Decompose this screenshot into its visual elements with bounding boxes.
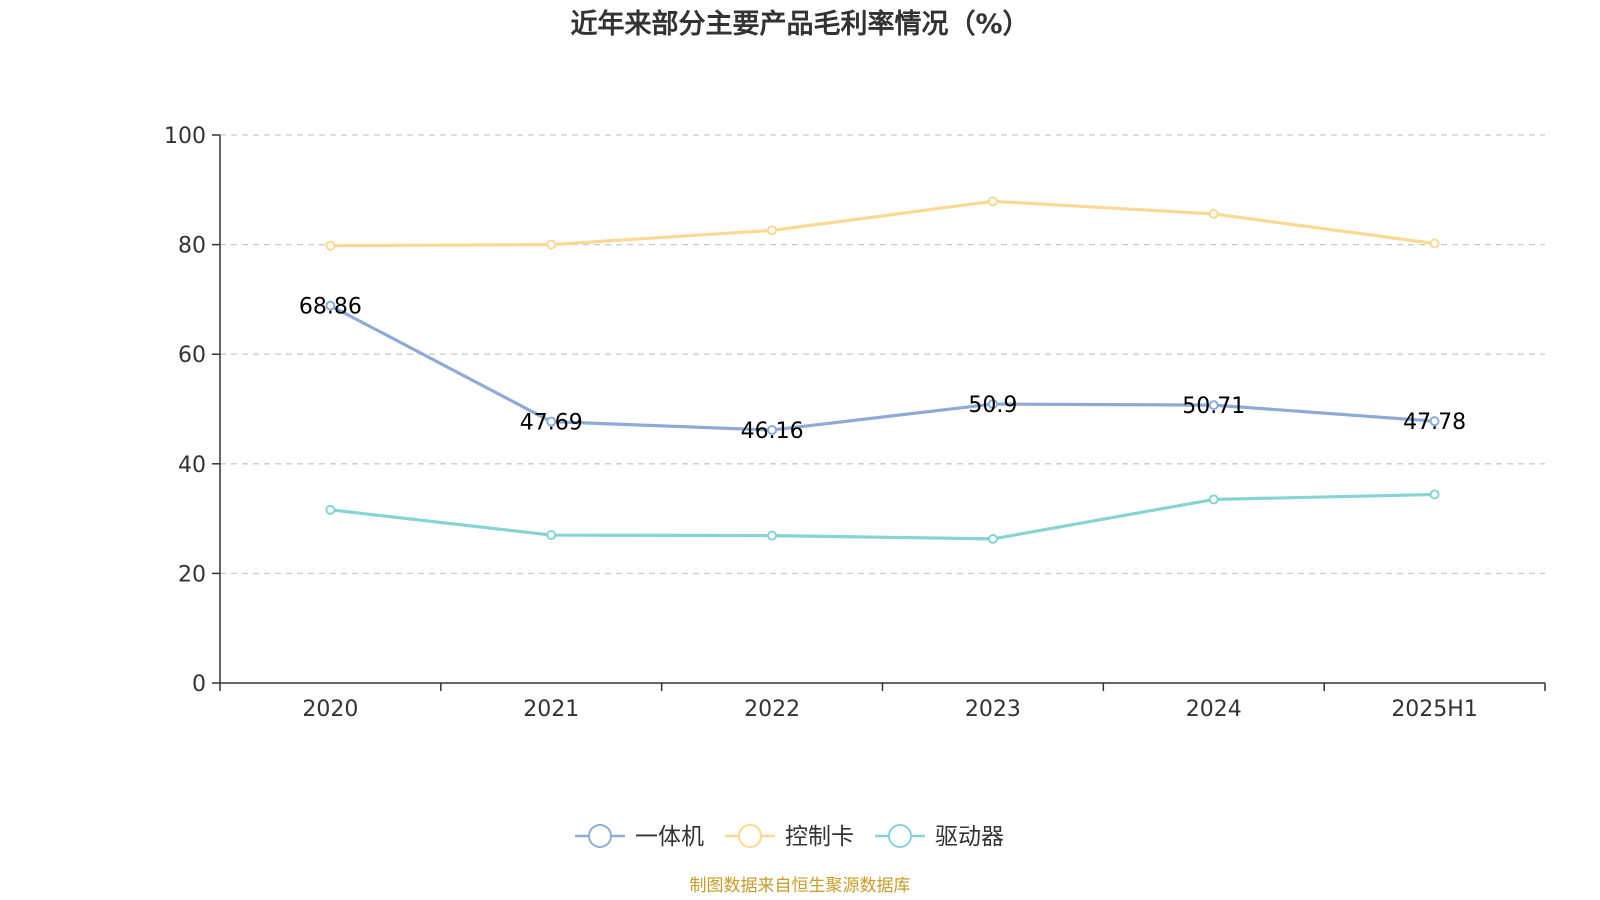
series-line-1 (328, 304, 1437, 432)
y-tick-label: 20 (178, 562, 206, 587)
data-label: 68.86 (299, 295, 362, 320)
legend-label: 一体机 (635, 824, 704, 850)
data-point (987, 196, 998, 207)
y-tick-label: 0 (192, 672, 206, 697)
x-tick-label: 2022 (744, 697, 800, 722)
y-tick-label: 40 (178, 453, 206, 478)
data-point (1208, 400, 1219, 411)
data-point (325, 240, 336, 251)
legend-marker-icon (588, 824, 612, 848)
x-tick-label: 2020 (302, 697, 358, 722)
data-label: 50.9 (968, 393, 1017, 418)
data-label: 47.69 (520, 411, 583, 436)
legend-marker-icon (738, 824, 762, 848)
legend[interactable]: 一体机 控制卡 驱动器 (575, 824, 1004, 850)
data-label: 50.71 (1182, 394, 1245, 419)
x-tick-label: 2024 (1186, 697, 1242, 722)
data-point (1429, 238, 1440, 249)
series-lines (325, 196, 1440, 544)
legend-marker-icon (888, 824, 912, 848)
data-point (1208, 494, 1219, 505)
data-point (987, 533, 998, 544)
data-point (325, 300, 336, 311)
data-point (325, 504, 336, 515)
y-tick-label: 60 (178, 343, 206, 368)
y-tick-label: 100 (164, 124, 206, 149)
axes: 0 20 40 60 80 100 2020 2021 2022 2023 2024 2025H1 (164, 124, 1546, 722)
source-note: 制图数据来自恒生聚源数据库 (690, 876, 911, 896)
data-label: 47.78 (1403, 410, 1466, 435)
data-point (987, 399, 998, 410)
data-label: 46.16 (741, 419, 804, 444)
legend-item-2[interactable]: 控制卡 (725, 824, 854, 850)
chart-title: 近年来部分主要产品毛利率情况（%） (570, 8, 1029, 40)
data-point (1429, 416, 1440, 427)
grid-lines (220, 134, 1545, 575)
legend-label: 驱动器 (935, 824, 1004, 850)
data-point (546, 239, 557, 250)
legend-label: 控制卡 (785, 824, 854, 850)
data-labels: 68.86 47.69 46.16 50.9 50.71 47.78 (299, 295, 1466, 444)
x-tick-label: 2023 (965, 697, 1021, 722)
data-point (546, 416, 557, 427)
data-point (1208, 208, 1219, 219)
legend-item-3[interactable]: 驱动器 (875, 824, 1004, 850)
data-point (546, 530, 557, 541)
data-point (1429, 489, 1440, 500)
x-tick-label: 2025H1 (1391, 697, 1478, 722)
series-line-3 (328, 492, 1437, 541)
data-point (767, 530, 778, 541)
legend-item-1[interactable]: 一体机 (575, 824, 704, 850)
series-line-2 (328, 199, 1437, 248)
data-point (767, 225, 778, 236)
data-point (767, 425, 778, 436)
x-tick-label: 2021 (523, 697, 579, 722)
y-tick-label: 80 (178, 234, 206, 259)
